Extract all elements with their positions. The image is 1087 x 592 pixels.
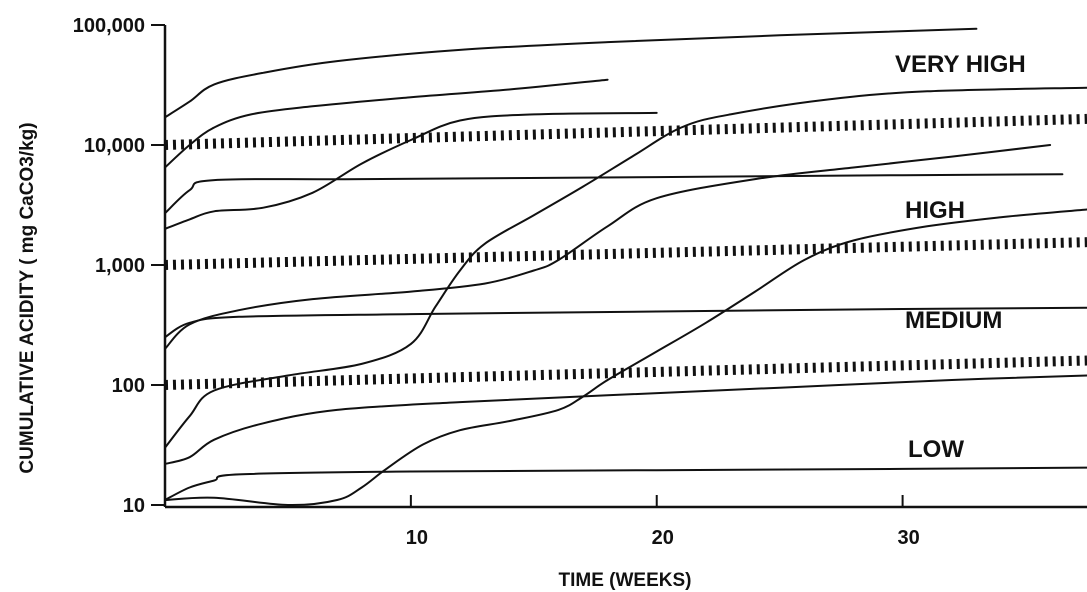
series-line [164, 466, 1087, 501]
series-line [164, 86, 1087, 449]
zone-label-low: LOW [908, 436, 964, 463]
y-axis-title: CUMULATIVE ACIDITY ( mg CaCO3/kg) [17, 122, 38, 473]
x-tick-label: 20 [652, 527, 674, 549]
series-line [164, 144, 1052, 350]
series-line [164, 208, 1087, 507]
series-line [164, 374, 1087, 465]
series-line [164, 27, 978, 119]
series-line [164, 78, 609, 169]
y-tick-label: 100,000 [73, 15, 145, 37]
y-tick-label: 10,000 [84, 135, 145, 157]
x-tick-label: 10 [406, 527, 428, 549]
zone-label-medium: MEDIUM [905, 307, 1002, 334]
zone-boundaries [164, 113, 1087, 390]
zone-boundary-line [164, 113, 1087, 150]
zone-boundary-line [164, 237, 1087, 270]
zone-label-high: HIGH [905, 197, 965, 224]
zone-boundary-line [164, 355, 1087, 390]
series-line [164, 306, 1087, 339]
zone-label-very-high: VERY HIGH [895, 51, 1026, 78]
y-tick-label: 10 [123, 495, 145, 517]
y-tick-label: 100 [112, 375, 145, 397]
series-line [164, 173, 1064, 215]
x-tick-label: 30 [897, 527, 919, 549]
ticks: 10 100 1,000 10,000 100,000 10 20 30 [73, 15, 920, 549]
series-line [164, 111, 658, 230]
y-tick-label: 1,000 [95, 255, 145, 277]
series-group [164, 27, 1087, 507]
x-axis-title: TIME (WEEKS) [559, 570, 692, 591]
